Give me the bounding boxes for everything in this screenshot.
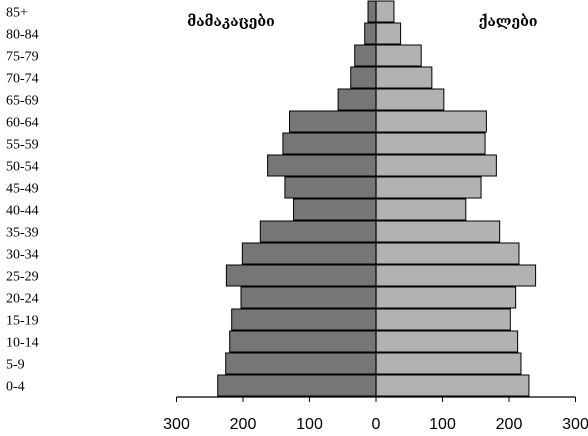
- age-label-85+: 85+: [6, 6, 28, 21]
- female-bar-50-54: [375, 154, 497, 177]
- x-tick-label: 300: [562, 416, 588, 433]
- male-bar-50-54: [267, 154, 377, 177]
- female-side-title: ქალები: [479, 14, 538, 30]
- age-label-35-39: 35-39: [6, 226, 39, 241]
- age-group-labels: 0-4 5-9 10-14 15-19 20-24 25-29 30-34 35-39 40-4…: [6, 6, 39, 395]
- age-label-80-84: 80-84: [6, 28, 39, 43]
- female-bar-40-44: [375, 198, 467, 221]
- x-tick-label: 100: [296, 416, 323, 433]
- x-tick-label: 0: [372, 416, 381, 433]
- x-ticks: [176, 397, 576, 402]
- age-label-75-79: 75-79: [6, 50, 39, 65]
- age-label-10-14: 10-14: [6, 336, 39, 351]
- age-label-25-29: 25-29: [6, 270, 39, 285]
- female-bar-0-4: [375, 374, 530, 397]
- age-label-50-54: 50-54: [6, 160, 39, 175]
- male-bar-40-44: [293, 198, 377, 221]
- female-bar-35-39: [375, 220, 501, 243]
- male-bar-70-74: [350, 66, 377, 89]
- male-bar-10-14: [229, 330, 377, 353]
- female-bar-20-24: [375, 286, 517, 309]
- age-label-0-4: 0-4: [6, 380, 25, 395]
- male-bar-15-19: [231, 308, 377, 331]
- female-bar-10-14: [375, 330, 519, 353]
- x-tick-labels: 300 200 100 0 100 200 300: [163, 416, 588, 433]
- male-bar-55-59: [282, 132, 377, 155]
- age-label-20-24: 20-24: [6, 292, 39, 307]
- female-bar-60-64: [375, 110, 487, 133]
- female-bar-75-79: [375, 44, 422, 67]
- male-bar-20-24: [240, 286, 377, 309]
- male-bar-45-49: [284, 176, 377, 199]
- male-side-title: მამაკაცები: [187, 14, 274, 30]
- male-bar-25-29: [225, 264, 377, 287]
- female-bar-70-74: [375, 66, 433, 89]
- age-label-30-34: 30-34: [6, 248, 39, 263]
- female-bar-65-69: [375, 88, 445, 111]
- female-bar-30-34: [375, 242, 520, 265]
- age-label-45-49: 45-49: [6, 182, 39, 197]
- male-bar-75-79: [354, 44, 377, 67]
- female-bar-25-29: [375, 264, 537, 287]
- male-bar-80-84: [364, 22, 377, 45]
- age-label-60-64: 60-64: [6, 116, 39, 131]
- age-label-5-9: 5-9: [6, 358, 25, 373]
- age-label-65-69: 65-69: [6, 94, 39, 109]
- age-label-40-44: 40-44: [6, 204, 39, 219]
- age-label-55-59: 55-59: [6, 138, 39, 153]
- male-bar-60-64: [289, 110, 377, 133]
- x-tick-label: 100: [429, 416, 456, 433]
- age-label-70-74: 70-74: [6, 72, 39, 87]
- male-bar-85+: [367, 0, 377, 23]
- male-bar-35-39: [259, 220, 377, 243]
- age-label-15-19: 15-19: [6, 314, 39, 329]
- x-tick-label: 200: [230, 416, 257, 433]
- female-bar-5-9: [375, 352, 522, 375]
- male-bar-5-9: [225, 352, 377, 375]
- female-bar-15-19: [375, 308, 511, 331]
- female-bar-85+: [375, 0, 395, 23]
- x-tick-label: 300: [163, 416, 190, 433]
- female-bar-45-49: [375, 176, 482, 199]
- female-bar-80-84: [375, 22, 402, 45]
- male-bar-0-4: [217, 374, 377, 397]
- x-tick-label: 200: [496, 416, 523, 433]
- female-bar-55-59: [375, 132, 486, 155]
- bars-layer: [217, 0, 537, 397]
- male-bar-30-34: [241, 242, 377, 265]
- male-bar-65-69: [337, 88, 377, 111]
